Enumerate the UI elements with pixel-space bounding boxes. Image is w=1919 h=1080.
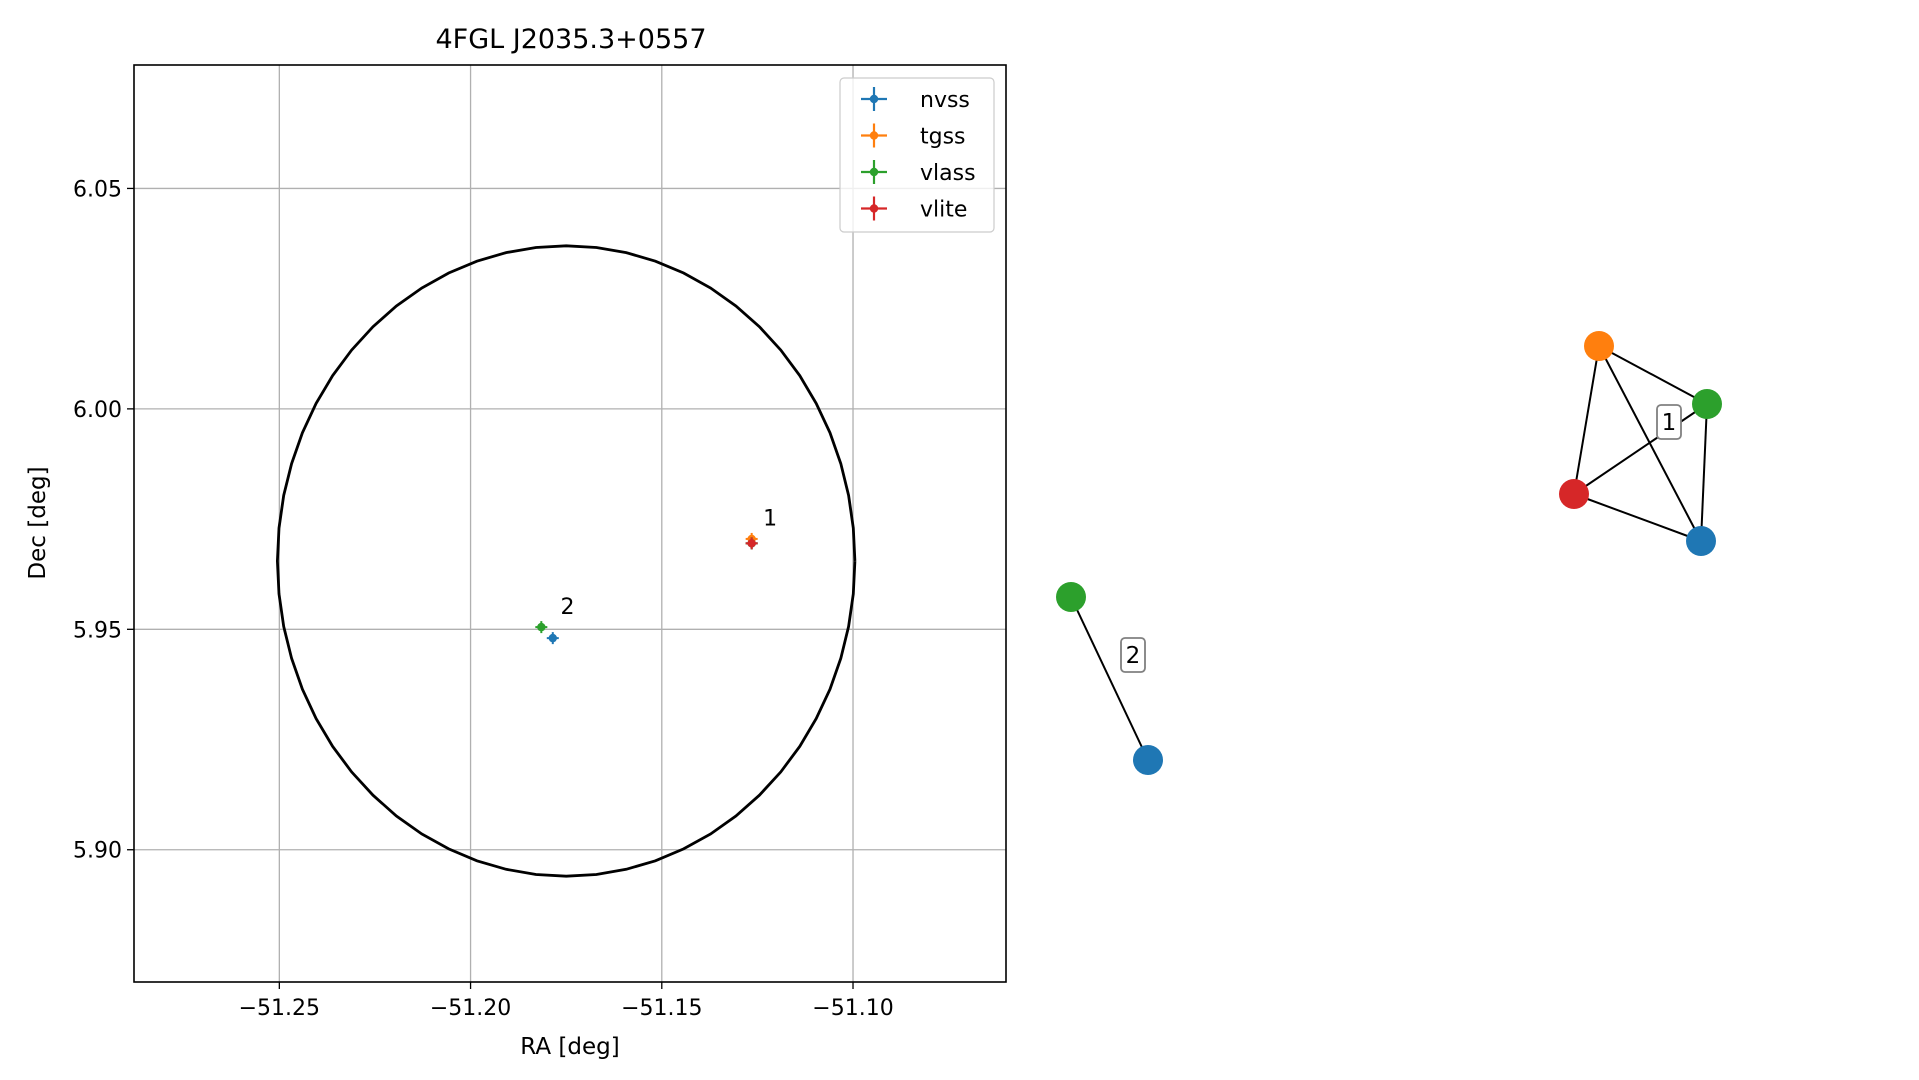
y-tick-label: 5.95 xyxy=(73,618,122,643)
legend: nvss tgss vlass vlite xyxy=(839,77,995,233)
graph-node-g2-nvss xyxy=(1133,745,1163,775)
graph-edge-label: 1 xyxy=(1656,404,1682,440)
graph-edge xyxy=(1700,403,1708,542)
cluster-labels-layer: 12 xyxy=(560,507,777,620)
graph-edge-labels: 12 xyxy=(1120,404,1682,673)
nvss-point xyxy=(546,632,559,645)
legend-entry-nvss: nvss xyxy=(861,87,970,113)
graph-edge xyxy=(1573,345,1600,495)
legend-entry-vlite: vlite xyxy=(861,196,967,223)
x-tick-label: −51.10 xyxy=(812,996,893,1021)
graph-node-g1-nvss xyxy=(1686,526,1716,556)
graph-edge xyxy=(1573,493,1702,542)
x-tick-label: −51.25 xyxy=(239,996,320,1021)
svg-text:2: 2 xyxy=(1126,643,1141,669)
x-axis-label: RA [deg] xyxy=(520,1034,619,1060)
graph-edge xyxy=(1598,345,1708,405)
legend-box xyxy=(839,77,995,233)
x-tick-label: −51.20 xyxy=(430,996,511,1021)
y-axis-ticks: 5.90 5.95 6.00 6.05 xyxy=(73,177,134,864)
cluster-label: 1 xyxy=(763,507,777,532)
graph-nodes xyxy=(1056,331,1722,775)
chart-title: 4FGL J2035.3+0557 xyxy=(435,24,706,55)
y-tick-label: 5.90 xyxy=(73,839,122,864)
legend-label: nvss xyxy=(920,88,970,113)
y-tick-label: 6.05 xyxy=(73,177,122,202)
data-points-layer xyxy=(535,532,758,645)
legend-entries: nvss tgss vlass vlite xyxy=(861,87,976,223)
vlass-point xyxy=(535,621,548,634)
graph-edge-label: 2 xyxy=(1120,637,1146,673)
x-axis-ticks: −51.25 −51.20 −51.15 −51.10 xyxy=(239,982,894,1021)
graph-edge xyxy=(1070,596,1149,761)
localization-ellipse xyxy=(275,244,857,878)
legend-entry-vlass: vlass xyxy=(861,160,976,186)
legend-label: vlass xyxy=(920,161,976,186)
vlite-point xyxy=(745,537,758,550)
graph-node-g1-vlass xyxy=(1692,389,1722,419)
y-axis-label: Dec [deg] xyxy=(25,466,51,579)
cluster-graph: 12 xyxy=(1056,331,1722,775)
graph-edge xyxy=(1573,403,1708,495)
localization-ellipse-layer xyxy=(275,244,857,878)
cluster-label: 2 xyxy=(560,595,574,620)
plot-frame xyxy=(133,64,1007,983)
svg-text:1: 1 xyxy=(1662,410,1677,436)
graph-node-g1-vlite xyxy=(1559,479,1589,509)
legend-label: vlite xyxy=(920,198,967,223)
x-tick-label: −51.15 xyxy=(621,996,702,1021)
y-tick-label: 6.00 xyxy=(73,398,122,423)
graph-node-g1-tgss xyxy=(1584,331,1614,361)
legend-entry-tgss: tgss xyxy=(861,123,966,150)
graph-node-g2-vlass xyxy=(1056,582,1086,612)
legend-label: tgss xyxy=(920,125,966,150)
graph-edges xyxy=(1070,345,1708,761)
